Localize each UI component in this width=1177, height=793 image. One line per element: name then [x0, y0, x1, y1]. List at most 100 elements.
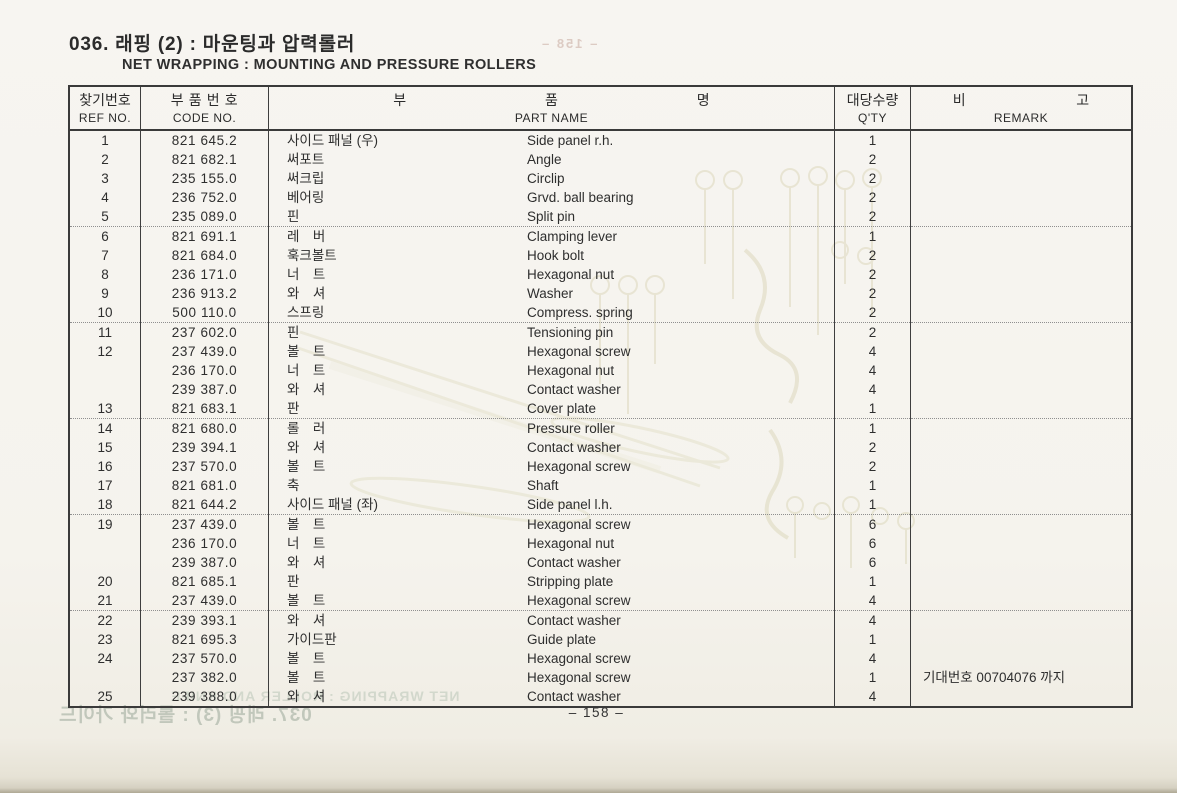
table-row: 14 821 680.0 롤 러 Pressure roller 1: [69, 418, 1132, 438]
part-name-wrap: 볼 트 Hexagonal screw: [269, 457, 834, 476]
cell-remark: [911, 130, 1133, 150]
part-name-english: Side panel r.h.: [527, 133, 614, 148]
cell-code-no: 821 681.0: [140, 476, 269, 495]
cell-part-name: 사이드 패널 (좌) Side panel l.h.: [268, 495, 835, 515]
header-code-en: CODE NO.: [172, 110, 237, 125]
cell-qty: 4: [834, 687, 911, 707]
cell-code-no: 239 394.1: [140, 438, 269, 457]
cell-code-no: 821 682.1: [140, 150, 269, 169]
part-name-korean: 가이드판: [287, 632, 337, 647]
table-row: 18 821 644.2 사이드 패널 (좌) Side panel l.h. 1: [69, 495, 1132, 515]
part-name-english: Contact washer: [527, 613, 621, 628]
cell-code-no: 237 439.0: [140, 591, 269, 611]
table-row: 239 387.0 와 셔 Contact washer 6: [69, 553, 1132, 572]
part-name-english: Contact washer: [527, 555, 621, 570]
cell-code-no: 237 382.0: [140, 668, 269, 687]
cell-part-name: 베어링 Grvd. ball bearing: [268, 188, 835, 207]
cell-ref-no: 4: [69, 188, 141, 207]
part-name-english: Cover plate: [527, 401, 597, 416]
cell-code-no: 236 170.0: [140, 534, 269, 553]
header-ref-en: REF NO.: [78, 110, 132, 125]
part-name-korean: 훅크볼트: [287, 248, 337, 263]
cell-part-name: 가이드판 Guide plate: [268, 630, 835, 649]
cell-part-name: 너 트 Hexagonal nut: [268, 534, 835, 553]
part-name-korean: 써포트: [287, 152, 325, 167]
table-row: 13 821 683.1 판 Cover plate 1: [69, 399, 1132, 419]
part-name-wrap: 볼 트 Hexagonal screw: [269, 668, 834, 687]
cell-part-name: 사이드 패널 (우) Side panel r.h.: [268, 130, 835, 150]
cell-code-no: 237 570.0: [140, 457, 269, 476]
part-name-korean: 볼 트: [287, 344, 326, 359]
part-name-wrap: 볼 트 Hexagonal screw: [269, 649, 834, 668]
cell-code-no: 239 388.0: [140, 687, 269, 707]
table-row: 236 170.0 너 트 Hexagonal nut 6: [69, 534, 1132, 553]
part-name-wrap: 핀 Tensioning pin: [269, 323, 834, 342]
cell-code-no: 821 684.0: [140, 246, 269, 265]
part-name-korean: 사이드 패널 (우): [287, 133, 379, 148]
cell-ref-no: 18: [69, 495, 141, 515]
part-name-wrap: 사이드 패널 (우) Side panel r.h.: [269, 131, 834, 150]
part-name-english: Hexagonal screw: [527, 344, 631, 359]
part-name-wrap: 너 트 Hexagonal nut: [269, 361, 834, 380]
part-name-english: Hexagonal screw: [527, 517, 631, 532]
cell-qty: 1: [834, 418, 911, 438]
part-name-korean: 와 셔: [287, 555, 326, 570]
part-name-wrap: 베어링 Grvd. ball bearing: [269, 188, 834, 207]
part-name-korean: 사이드 패널 (좌): [287, 497, 379, 512]
cell-ref-no: 19: [69, 514, 141, 534]
cell-code-no: 821 691.1: [140, 226, 269, 246]
cell-remark: [911, 553, 1133, 572]
cell-qty: 2: [834, 457, 911, 476]
table-row: 22 239 393.1 와 셔 Contact washer 4: [69, 610, 1132, 630]
part-name-korean: 롤 러: [287, 421, 326, 436]
part-name-korean: 판: [287, 574, 300, 589]
page-title: 036. 래핑 (2) : 마운팅과 압력롤러: [69, 34, 356, 55]
table-row: 3 235 155.0 써크립 Circlip 2: [69, 169, 1132, 188]
table-row: 25 239 388.0 와 셔 Contact washer 4: [69, 687, 1132, 707]
cell-ref-no: 20: [69, 572, 141, 591]
scan-bottom-edge: [0, 788, 1177, 793]
cell-part-name: 너 트 Hexagonal nut: [268, 361, 835, 380]
table-row: 1 821 645.2 사이드 패널 (우) Side panel r.h. 1: [69, 130, 1132, 150]
cell-part-name: 판 Stripping plate: [268, 572, 835, 591]
header-remark-kr: 비 고: [953, 90, 1089, 110]
part-name-korean: 레 버: [287, 229, 326, 244]
cell-code-no: 500 110.0: [140, 303, 269, 323]
cell-remark: [911, 687, 1133, 707]
parts-table-body: 1 821 645.2 사이드 패널 (우) Side panel r.h. 1 2 821…: [69, 130, 1132, 707]
cell-ref-no: 22: [69, 610, 141, 630]
cell-remark: [911, 284, 1133, 303]
cell-qty: 2: [834, 322, 911, 342]
part-name-english: Contact washer: [527, 440, 621, 455]
cell-remark: [910, 399, 1132, 419]
table-row: 7 821 684.0 훅크볼트 Hook bolt 2: [69, 246, 1132, 265]
cell-remark: [911, 515, 1133, 535]
part-name-english: Hexagonal nut: [527, 363, 615, 378]
cell-ref-no: 1: [69, 130, 141, 150]
cell-code-no: 239 393.1: [140, 610, 269, 630]
cell-part-name: 와 셔 Contact washer: [268, 380, 835, 399]
cell-qty: 6: [834, 514, 911, 534]
part-name-english: Grvd. ball bearing: [527, 190, 634, 205]
cell-qty: 1: [834, 130, 911, 150]
cell-part-name: 볼 트 Hexagonal screw: [268, 649, 835, 668]
part-name-wrap: 훅크볼트 Hook bolt: [269, 246, 834, 265]
table-row: 15 239 394.1 와 셔 Contact washer 2: [69, 438, 1132, 457]
cell-ref-no: 6: [69, 226, 141, 246]
cell-qty: 2: [834, 150, 911, 169]
part-name-wrap: 써크립 Circlip: [269, 169, 834, 188]
part-name-wrap: 볼 트 Hexagonal screw: [269, 342, 834, 361]
part-name-korean: 판: [287, 401, 300, 416]
cell-part-name: 와 셔 Contact washer: [268, 553, 835, 572]
table-row: 239 387.0 와 셔 Contact washer 4: [69, 380, 1132, 399]
part-name-english: Shaft: [527, 478, 559, 493]
cell-qty: 1: [834, 630, 911, 649]
header-name-kr-2: 품: [545, 91, 558, 108]
part-name-wrap: 볼 트 Hexagonal screw: [269, 515, 834, 534]
cell-ref-no: 10: [69, 303, 141, 323]
cell-qty: 1: [834, 226, 911, 246]
part-name-korean: 핀: [287, 209, 300, 224]
table-row: 237 382.0 볼 트 Hexagonal screw 1 기대번호 0070407…: [69, 668, 1132, 687]
part-name-wrap: 사이드 패널 (좌) Side panel l.h.: [269, 495, 834, 514]
